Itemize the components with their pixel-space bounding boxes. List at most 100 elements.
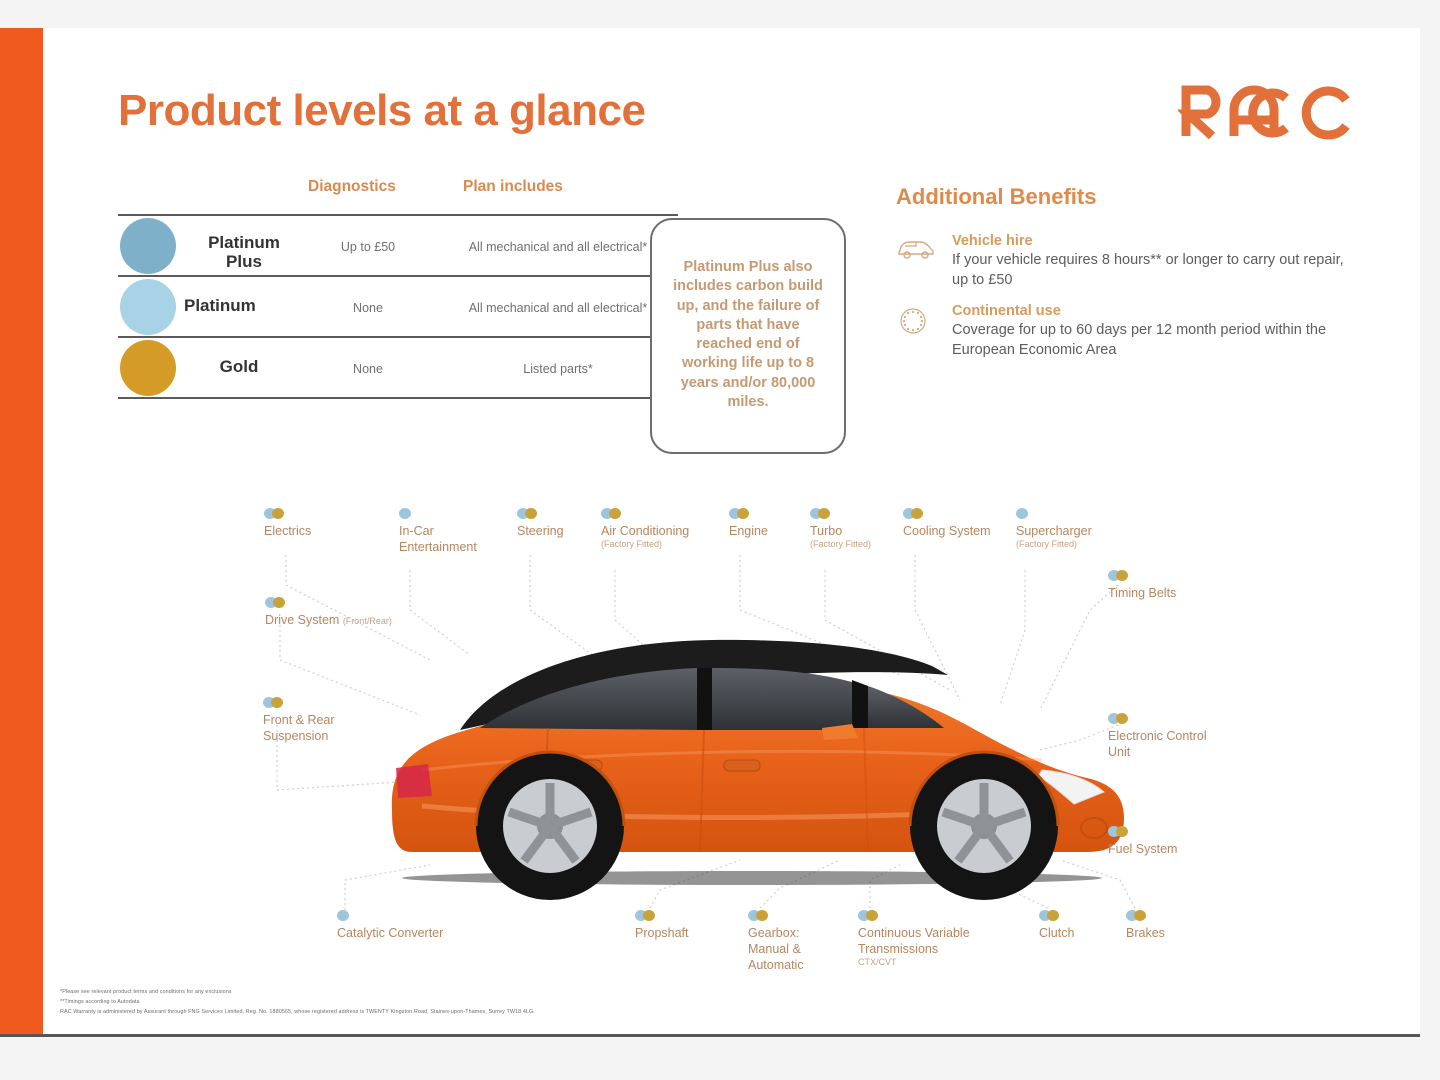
label-drive-system: Drive System (Front/Rear)	[265, 597, 425, 628]
label-text: Continuous Variable Transmissions	[858, 926, 970, 956]
pip-blue-icon	[729, 508, 741, 519]
pip-blue-icon	[635, 910, 647, 921]
pip-gold-icon	[1116, 570, 1128, 581]
label-pips	[1126, 910, 1216, 922]
table-row: Platinum Plus Up to £50 All mechanical a…	[118, 214, 678, 275]
pip-blue-icon	[1108, 713, 1120, 724]
left-orange-band	[0, 28, 43, 1034]
label-cooling-system: Cooling System	[903, 508, 1023, 539]
label-text: Front & Rear Suspension	[263, 713, 335, 743]
pip-gold-icon	[866, 910, 878, 921]
label-text: Propshaft	[635, 926, 689, 940]
label-text: Fuel System	[1108, 842, 1178, 856]
cell-diagnostics: None	[353, 301, 383, 315]
column-header-plan-includes: Plan includes	[463, 178, 563, 195]
label-turbo: Turbo (Factory Fitted)	[810, 508, 910, 550]
tier-name-platinum: Platinum	[184, 296, 256, 315]
label-electrics: Electrics	[264, 508, 374, 539]
pip-gold-icon	[271, 697, 283, 708]
label-text: Brakes	[1126, 926, 1165, 940]
label-pips	[1108, 570, 1228, 582]
cell-plan-includes: All mechanical and all electrical*	[468, 301, 648, 315]
pip-blue-icon	[1039, 910, 1051, 921]
car-illustration	[352, 620, 1142, 910]
sheet-bottom-edge	[0, 1034, 1420, 1037]
pip-gold-icon	[643, 910, 655, 921]
pip-blue-icon	[1108, 826, 1120, 837]
label-subtext: (Factory Fitted)	[1016, 539, 1078, 549]
pip-blue-icon	[337, 910, 349, 921]
footer-disclaimer: *Please see relevant product terms and c…	[60, 987, 960, 1017]
pip-blue-icon	[265, 597, 277, 608]
label-pips	[903, 508, 1023, 520]
label-front-rear-suspension: Front & Rear Suspension	[263, 697, 393, 744]
pip-blue-icon	[263, 697, 275, 708]
tier-label-line1: Platinum	[208, 233, 280, 252]
cell-plan-includes: All mechanical and all electrical*	[468, 240, 648, 254]
label-supercharger: Supercharger (Factory Fitted)	[1016, 508, 1136, 550]
tier-name-gold: Gold	[219, 357, 259, 376]
label-pips	[337, 910, 487, 922]
pip-gold-icon	[911, 508, 923, 519]
label-clutch: Clutch	[1039, 910, 1129, 941]
pip-blue-icon	[399, 508, 411, 519]
pip-blue-icon	[810, 508, 822, 519]
label-pips	[1016, 508, 1136, 520]
label-gearbox: Gearbox: Manual & Automatic	[748, 910, 848, 973]
pip-gold-icon	[1116, 826, 1128, 837]
label-subtext: CTX/CVT	[858, 957, 897, 967]
label-text: Engine	[729, 524, 768, 538]
label-pips	[635, 910, 745, 922]
pip-blue-icon	[601, 508, 613, 519]
car-parts-diagram: Electrics In-Car Entertainment Steering …	[0, 460, 1420, 1020]
label-pips	[399, 508, 509, 520]
label-text: Drive System (Front/Rear)	[265, 612, 425, 628]
benefit-continental-use: Continental use Coverage for up to 60 da…	[896, 302, 1356, 360]
label-pips	[729, 508, 819, 520]
pip-gold-icon	[1134, 910, 1146, 921]
benefit-text: If your vehicle requires 8 hours** or lo…	[952, 251, 1344, 288]
pip-blue-icon	[1126, 910, 1138, 921]
label-pips	[263, 697, 393, 709]
label-text: Catalytic Converter	[337, 926, 444, 940]
tier-label-line2: Plus	[226, 252, 262, 272]
pip-gold-icon	[525, 508, 537, 519]
label-subtext: (Factory Fitted)	[810, 539, 872, 549]
pip-gold-icon	[609, 508, 621, 519]
tier-dot-gold	[120, 340, 176, 396]
table-row: Gold None Listed parts*	[118, 336, 678, 399]
footnote-2: **Timings according to Autodata	[60, 999, 140, 1005]
tier-dot-platinum	[120, 279, 176, 335]
label-engine: Engine	[729, 508, 819, 539]
label-fuel-system: Fuel System	[1108, 826, 1238, 857]
benefit-vehicle-hire: Vehicle hire If your vehicle requires 8 …	[896, 232, 1356, 290]
pip-blue-icon	[517, 508, 529, 519]
label-subtext: (Factory Fitted)	[601, 539, 663, 549]
label-text: Turbo	[810, 524, 843, 538]
cell-diagnostics: None	[353, 362, 383, 376]
label-catalytic-converter: Catalytic Converter	[337, 910, 487, 941]
label-text: Gearbox: Manual & Automatic	[748, 926, 804, 972]
pip-gold-icon	[737, 508, 749, 519]
benefit-name: Continental use	[952, 303, 1061, 319]
pip-gold-icon	[272, 508, 284, 519]
label-pips	[1108, 826, 1238, 838]
tier-dot-platinum-plus	[120, 218, 176, 274]
pip-gold-icon	[818, 508, 830, 519]
eu-stars-icon	[896, 306, 936, 334]
benefit-text: Coverage for up to 60 days per 12 month …	[952, 321, 1327, 358]
cell-diagnostics: Up to £50	[340, 240, 396, 254]
label-text-main: Drive System	[265, 613, 340, 627]
label-text: Steering	[517, 524, 564, 538]
pip-gold-icon	[1116, 713, 1128, 724]
footnote-1: *Please see relevant product terms and c…	[60, 989, 232, 995]
tier-name-platinum-plus: Platinum Plus	[184, 233, 304, 271]
label-pips	[810, 508, 910, 520]
pip-blue-icon	[264, 508, 276, 519]
car-icon	[896, 236, 936, 264]
cell-plan-includes: Listed parts*	[523, 362, 593, 376]
pip-blue-icon	[858, 910, 870, 921]
label-subtext: (Front/Rear)	[342, 616, 392, 626]
label-steering: Steering	[517, 508, 607, 539]
label-pips	[265, 597, 425, 609]
